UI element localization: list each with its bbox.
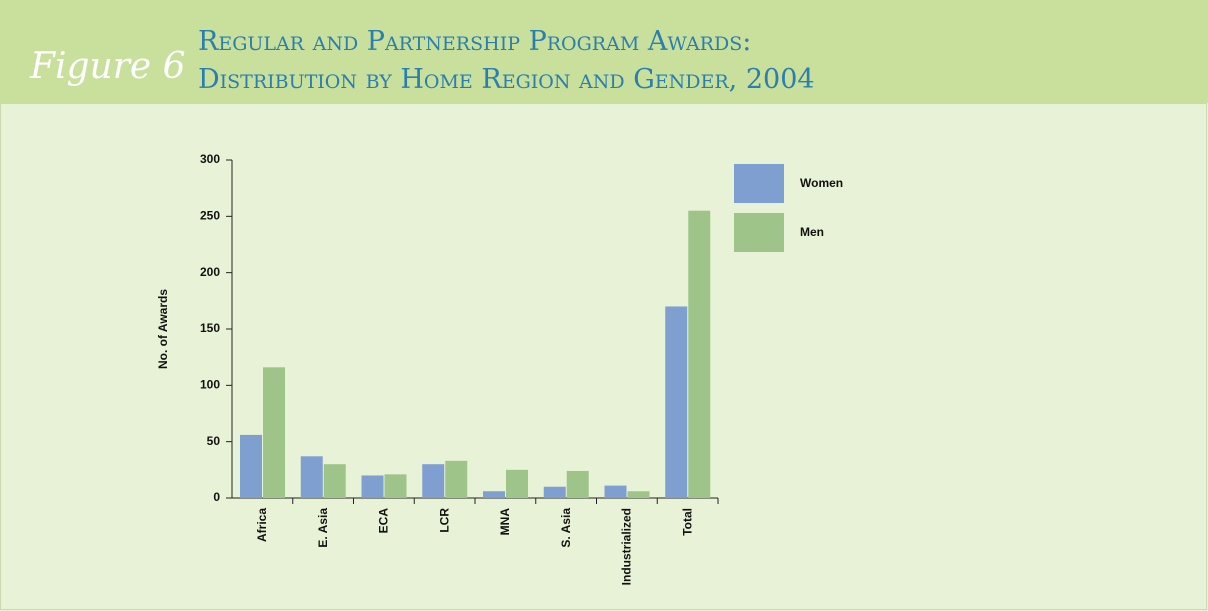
bar (263, 367, 285, 498)
bar (543, 486, 566, 498)
bar (384, 474, 407, 498)
bar (566, 470, 589, 498)
legend-label: Men (800, 225, 824, 239)
bar (422, 464, 445, 498)
bar (506, 469, 528, 498)
legend-swatch (734, 164, 784, 203)
frame (0, 103, 1207, 610)
y-tick-label: 50 (207, 434, 221, 448)
x-tick-label: S. Asia (559, 508, 573, 548)
bar (604, 485, 627, 498)
legend-label: Women (800, 176, 843, 190)
x-tick-label: ECA (377, 508, 391, 534)
chart-title: Regular and Partnership Program Awards: (198, 26, 751, 57)
bar (665, 306, 688, 498)
legend-swatch (734, 213, 784, 252)
bar (445, 460, 468, 498)
x-tick-label: Africa (255, 508, 269, 542)
figure-label: Figure 6 (29, 46, 186, 87)
bar (627, 491, 650, 498)
bar (483, 491, 505, 498)
y-tick-label: 300 (200, 152, 220, 166)
bar (323, 464, 346, 498)
header-band (0, 0, 1208, 103)
y-tick-label: 150 (200, 321, 220, 335)
x-tick-label: Industrialized (620, 508, 634, 585)
y-tick-label: 0 (213, 490, 220, 504)
x-tick-label: E. Asia (316, 508, 330, 548)
y-axis-label: No. of Awards (156, 289, 170, 369)
bar (300, 456, 323, 498)
x-tick-label: Total (680, 508, 694, 536)
bar (240, 434, 262, 498)
y-tick-label: 200 (200, 265, 220, 279)
bar (361, 475, 384, 498)
y-tick-label: 100 (200, 378, 220, 392)
x-tick-label: MNA (498, 508, 512, 536)
chart-title: Distribution by Home Region and Gender, … (198, 64, 815, 95)
bar (688, 210, 711, 498)
x-tick-label: LCR (437, 508, 451, 533)
y-tick-label: 250 (200, 209, 220, 223)
